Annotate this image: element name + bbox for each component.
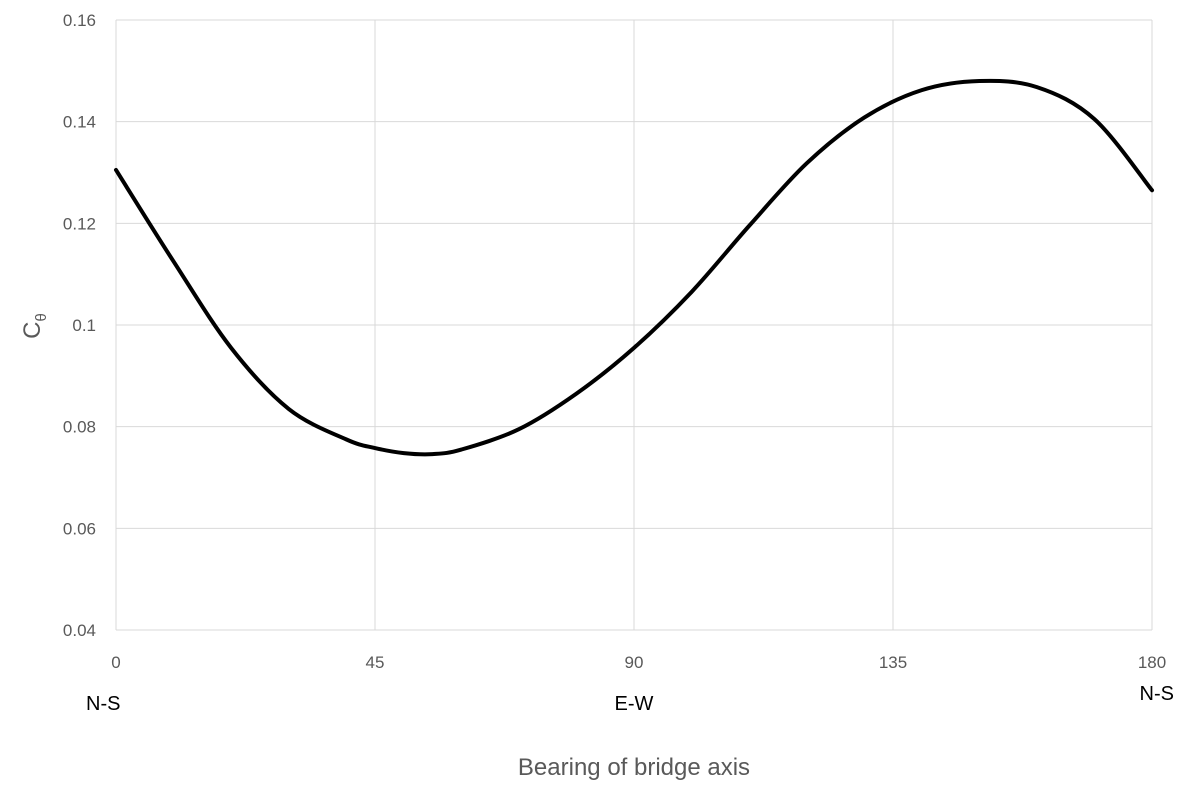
x-tick-label: 135 bbox=[879, 653, 907, 672]
direction-labels: N-S E-W N-S bbox=[86, 683, 1174, 715]
x-axis-title: Bearing of bridge axis bbox=[518, 754, 750, 781]
x-tick-labels: 0 45 90 135 180 bbox=[111, 653, 1166, 672]
y-tick-label: 0.14 bbox=[63, 113, 96, 132]
x-tick-label: 0 bbox=[111, 653, 120, 672]
direction-label: N-S bbox=[86, 693, 120, 715]
direction-label: N-S bbox=[1140, 683, 1174, 705]
y-axis-title: Cθ bbox=[19, 313, 50, 339]
x-tick-label: 180 bbox=[1138, 653, 1166, 672]
series-group bbox=[114, 78, 1154, 457]
y-tick-labels: 0.04 0.06 0.08 0.1 0.12 0.14 0.16 bbox=[63, 11, 96, 640]
y-axis-title-subscript: θ bbox=[33, 313, 50, 321]
y-tick-label: 0.1 bbox=[72, 316, 96, 335]
series-line bbox=[114, 78, 1154, 457]
y-tick-label: 0.06 bbox=[63, 519, 96, 538]
y-gridlines bbox=[116, 19, 1152, 631]
y-tick-label: 0.16 bbox=[63, 11, 96, 30]
y-tick-label: 0.04 bbox=[63, 621, 96, 640]
y-tick-label: 0.12 bbox=[63, 214, 96, 233]
x-tick-label: 90 bbox=[625, 653, 644, 672]
y-axis-title-main: C bbox=[19, 322, 46, 339]
y-tick-label: 0.08 bbox=[63, 418, 96, 437]
direction-label: E-W bbox=[615, 693, 654, 715]
x-tick-label: 45 bbox=[366, 653, 385, 672]
